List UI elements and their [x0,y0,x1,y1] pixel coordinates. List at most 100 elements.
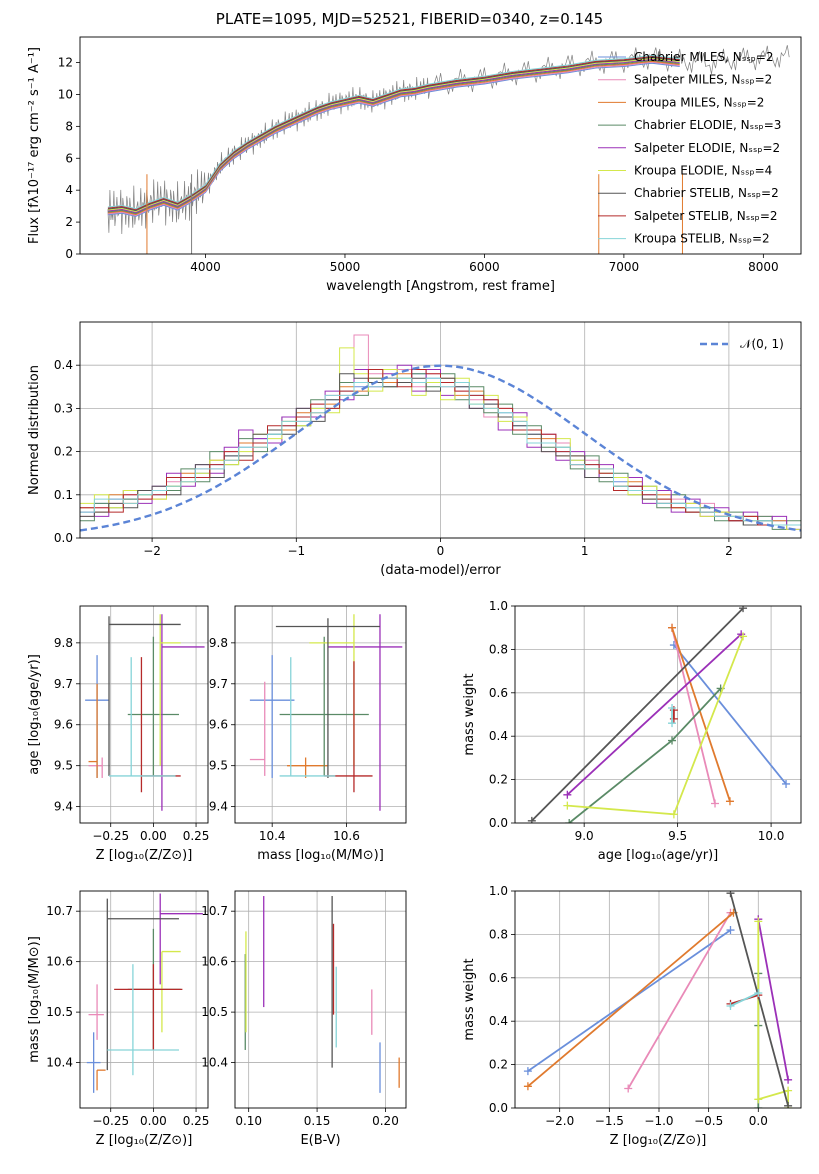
weight-line [730,992,759,1007]
y-tick-label: 9.4 [209,800,228,814]
axes-frame [79,890,209,1109]
x-tick-label: −0.25 [92,1114,129,1128]
axes-frame [514,890,802,1109]
weight-line [566,633,742,796]
y-axis-label: mass [log₁₀(M/M⊙)] [27,936,42,1063]
x-tick-label: 10.6 [333,829,360,843]
y-tick-label: 9.5 [209,759,228,773]
weight-line [527,912,735,1087]
weight-marker [565,819,574,823]
panel-age_vs_mass: 10.4 10.6 9.4 9.5 9.6 9.7 9.8 mass [log₁₀(M/M⊙)… [209,605,407,863]
weight-marker [726,1002,735,1011]
weight-marker [668,719,677,728]
weight-marker [725,797,734,806]
x-tick-label: 0.15 [304,1114,331,1128]
x-tick-label: 10.4 [259,829,286,843]
spectrum-model-line [107,61,680,216]
y-tick-label: 8 [65,119,73,133]
weight-line [627,912,732,1089]
weight-line [568,687,722,823]
weight-marker [726,891,735,898]
spectrum-model-line [107,56,680,212]
x-axis-label: E(B-V) [300,1133,340,1148]
weight-marker [563,790,572,799]
y-tick-label: 0.8 [489,642,508,656]
weight-marker [563,801,572,810]
weight-line [729,892,789,1107]
x-tick-label: 9.5 [668,829,687,843]
x-tick-label: 0.10 [235,1114,262,1128]
x-axis-label: Z [log₁₀(Z/Z⊙)] [96,848,193,863]
panel-mass_vs_ebv: 0.10 0.15 0.20 10.4 10.5 10.6 10.7 E(B-V) [201,890,407,1148]
legend-label: Salpeter ELODIE, Nₛₛₚ=2 [634,141,780,155]
axes-frame [79,605,209,824]
y-tick-label: 1.0 [489,884,508,898]
plot-area [249,614,403,811]
weight-marker [784,1101,793,1108]
weight-line [757,921,789,1108]
y-tick-label: 10.5 [46,1005,73,1019]
weight-marker [668,736,677,745]
y-tick-label: 10 [58,87,73,101]
y-axis-label: mass weight [462,673,477,755]
y-tick-label: 9.6 [209,718,228,732]
x-tick-label: 0.25 [183,829,210,843]
spectrum-model-line [107,58,680,214]
y-tick-label: 0.6 [489,686,508,700]
weight-line [531,607,744,822]
y-tick-label: 0.0 [489,1101,508,1115]
y-tick-label: 10.7 [46,904,73,918]
x-tick-label: 0.25 [183,1114,210,1128]
histogram-step [80,369,801,526]
x-tick-label: −0.25 [92,829,129,843]
spectrum-model-line [107,55,680,211]
legend-label: Kroupa STELIB, Nₛₛₚ=2 [634,232,770,246]
weight-line [671,627,716,804]
y-tick-label: 0.0 [54,531,73,545]
weight-marker [527,816,536,823]
weight-marker [726,926,735,935]
y-tick-label: 9.5 [54,759,73,773]
legend-label: 𝒩(0, 1) [740,337,784,351]
y-tick-label: 9.7 [54,677,73,691]
spectrum-model-line [107,59,680,215]
axes-frame [79,36,802,255]
spectrum-model-line [107,60,680,215]
weight-marker [669,714,678,723]
x-tick-label: 2 [725,544,733,558]
plot-area [80,334,801,532]
weight-marker [739,606,748,613]
x-tick-label: −1.5 [595,1114,624,1128]
weight-line [757,919,789,1080]
figure-title: PLATE=1095, MJD=52521, FIBERID=0340, z=0… [215,10,604,28]
panel-residuals: −2 −1 0 1 2 0.0 0.1 0.2 0.3 0.4 (data-model)/error… [27,321,802,578]
axes-frame [234,890,407,1109]
weight-marker [711,799,720,808]
plot-area [86,893,203,1093]
y-tick-label: 0.1 [54,488,73,502]
x-tick-label: 6000 [469,260,500,274]
weight-marker [739,632,748,641]
spectrum-model-line [107,62,680,217]
plot-area [523,891,793,1108]
weight-marker [754,1095,763,1104]
y-tick-label: 4 [65,183,73,197]
y-tick-label: 0.8 [489,927,508,941]
y-tick-label: 9.4 [54,800,73,814]
weight-marker [754,1104,763,1108]
y-tick-label: 6 [65,151,73,165]
y-axis-label: mass weight [462,958,477,1040]
x-tick-label: 0 [437,544,445,558]
x-tick-label: 4000 [190,260,221,274]
y-tick-label: 0.2 [489,1058,508,1072]
x-tick-label: 10.0 [758,829,785,843]
weight-marker [669,810,678,819]
weight-marker [668,703,677,712]
x-tick-label: 0.00 [140,1114,167,1128]
y-tick-label: 9.8 [209,636,228,650]
weight-line [567,636,744,816]
y-tick-label: 1.0 [489,599,508,613]
y-tick-label: 9.8 [54,636,73,650]
legend-label: Chabrier STELIB, Nₛₛₚ=2 [634,186,779,200]
